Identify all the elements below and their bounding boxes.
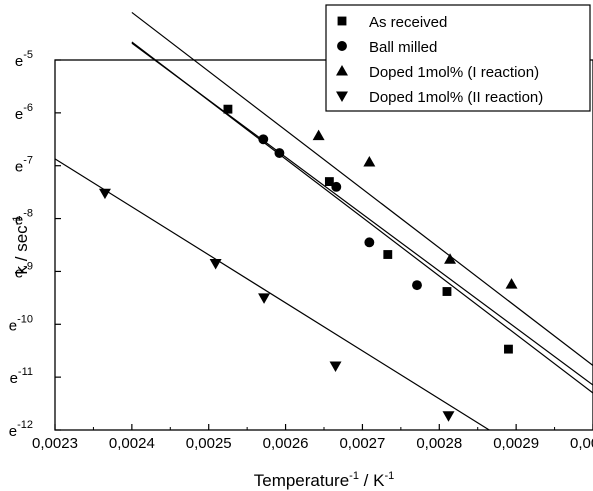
x-tick-label: 0,0025	[186, 435, 232, 452]
x-tick-label: 0,0028	[416, 435, 462, 452]
fit-line-series-4	[54, 158, 490, 431]
legend-marker-triangle-down	[336, 91, 348, 102]
x-tick-label: 0,0030	[570, 435, 593, 452]
x-tick-label: 0,0026	[263, 435, 309, 452]
data-point-circle	[274, 148, 285, 158]
data-point-circle	[258, 134, 269, 145]
fit-lines	[54, 11, 593, 431]
y-tick-label: e-7	[15, 155, 33, 176]
x-tick-label: 0,0023	[32, 435, 78, 452]
legend-label: As received	[369, 14, 447, 31]
y-tick-label: e-12	[9, 419, 33, 440]
y-tick-label: e-5	[15, 49, 33, 70]
legend-label: Doped 1mol% (II reaction)	[369, 89, 543, 106]
y-tick-label: e-11	[10, 366, 33, 387]
y-tick-label: e-6	[15, 102, 33, 123]
legend-marker-triangle-up	[336, 65, 348, 76]
data-point-circle	[412, 280, 422, 291]
legend-label: Ball milled	[369, 39, 437, 56]
data-point-triangle-up	[363, 156, 376, 167]
data-markers	[98, 104, 518, 422]
data-point-circle	[331, 181, 342, 192]
legend-label: Doped 1mol% (I reaction)	[369, 64, 539, 81]
data-point-circle	[364, 237, 375, 248]
fit-line-series-2	[131, 42, 593, 386]
data-point-triangle-down	[442, 411, 455, 422]
x-tick-label: 0,0024	[109, 435, 155, 452]
legend: As received Ball milled Doped 1mol% (I rea…	[325, 4, 591, 112]
plot-frame	[54, 59, 593, 431]
legend-box	[325, 4, 591, 112]
fit-line-series-3	[131, 11, 593, 366]
x-axis-title: Temperature-1 / K-1	[254, 470, 395, 490]
x-axis-ticks: 0,0023 0,0024 0,0025 0,0026 0,0027 0,0028 0,00…	[32, 424, 593, 452]
data-point-triangle-down	[98, 188, 111, 200]
x-tick-label: 0,0029	[493, 435, 539, 452]
data-point-triangle-down	[209, 259, 222, 270]
data-point-square	[442, 287, 452, 296]
data-point-triangle-down	[329, 361, 342, 373]
data-point-triangle-down	[258, 293, 271, 304]
data-point-square	[324, 177, 334, 186]
data-point-triangle-up	[312, 129, 325, 141]
y-axis-title: k / sec-1	[11, 216, 31, 275]
legend-marker-circle	[337, 41, 347, 51]
data-point-square	[223, 104, 233, 114]
data-point-square	[504, 344, 513, 354]
x-tick-label: 0,0027	[339, 435, 385, 452]
data-point-triangle-up	[444, 253, 457, 264]
legend-marker-square	[337, 16, 347, 26]
data-point-triangle-up	[505, 278, 518, 289]
y-tick-label: e-10	[9, 313, 33, 334]
data-point-square	[383, 250, 393, 259]
